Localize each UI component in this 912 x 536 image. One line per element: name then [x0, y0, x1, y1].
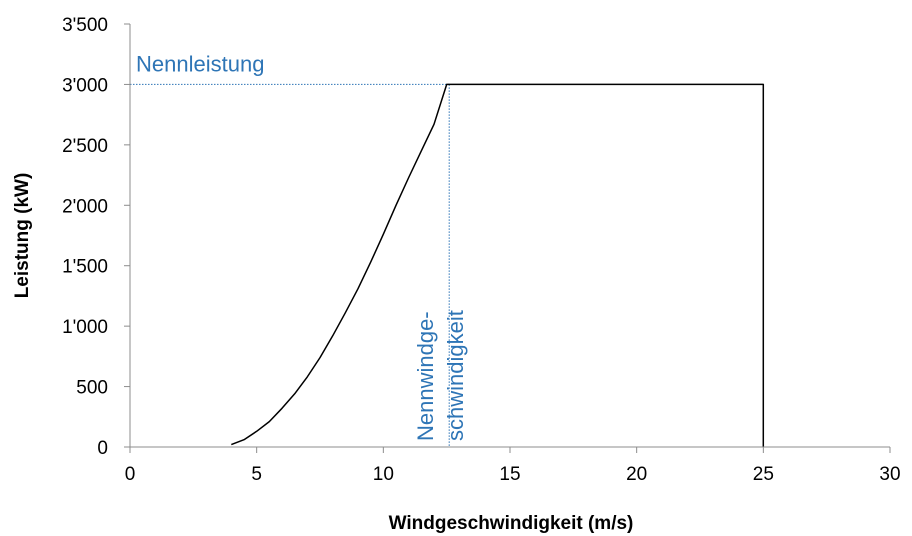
y-axis-title: Leistung (kW) — [12, 173, 33, 299]
power-curve-line — [231, 83, 765, 447]
x-tick-label: 25 — [753, 464, 774, 485]
y-tick-label: 3'000 — [62, 75, 108, 96]
x-tick-label: 20 — [626, 464, 647, 485]
power-curve-series — [231, 83, 765, 447]
x-tick-label: 5 — [251, 464, 262, 485]
axes — [129, 24, 890, 448]
x-tick-label: 30 — [879, 464, 900, 485]
y-tick-label: 1'000 — [62, 317, 108, 338]
x-tick-label: 0 — [125, 464, 136, 485]
rated-speed-annotation-line2: schwindigkeit — [443, 310, 468, 441]
y-tick-label: 500 — [76, 378, 108, 399]
y-tick-label: 2'500 — [62, 136, 108, 157]
y-tick-label: 0 — [97, 438, 108, 459]
x-axis-title: Windgeschwindigkeit (m/s) — [389, 513, 634, 534]
x-tick-label: 10 — [373, 464, 394, 485]
y-tick-label: 3'500 — [62, 15, 108, 36]
rated-speed-annotation-line1: Nennwindge- — [413, 311, 438, 441]
x-tick-label: 15 — [499, 464, 520, 485]
y-tick-label: 2'000 — [62, 196, 108, 217]
reference-lines — [130, 83, 450, 447]
x-axis-ticks: 0 5 10 15 20 25 30 — [125, 447, 901, 485]
rated-power-annotation: Nennleistung — [136, 51, 264, 76]
y-axis-ticks: 0 500 1'000 1'500 2'000 2'500 3'000 3'500 — [62, 15, 130, 459]
y-tick-label: 1'500 — [62, 257, 108, 278]
